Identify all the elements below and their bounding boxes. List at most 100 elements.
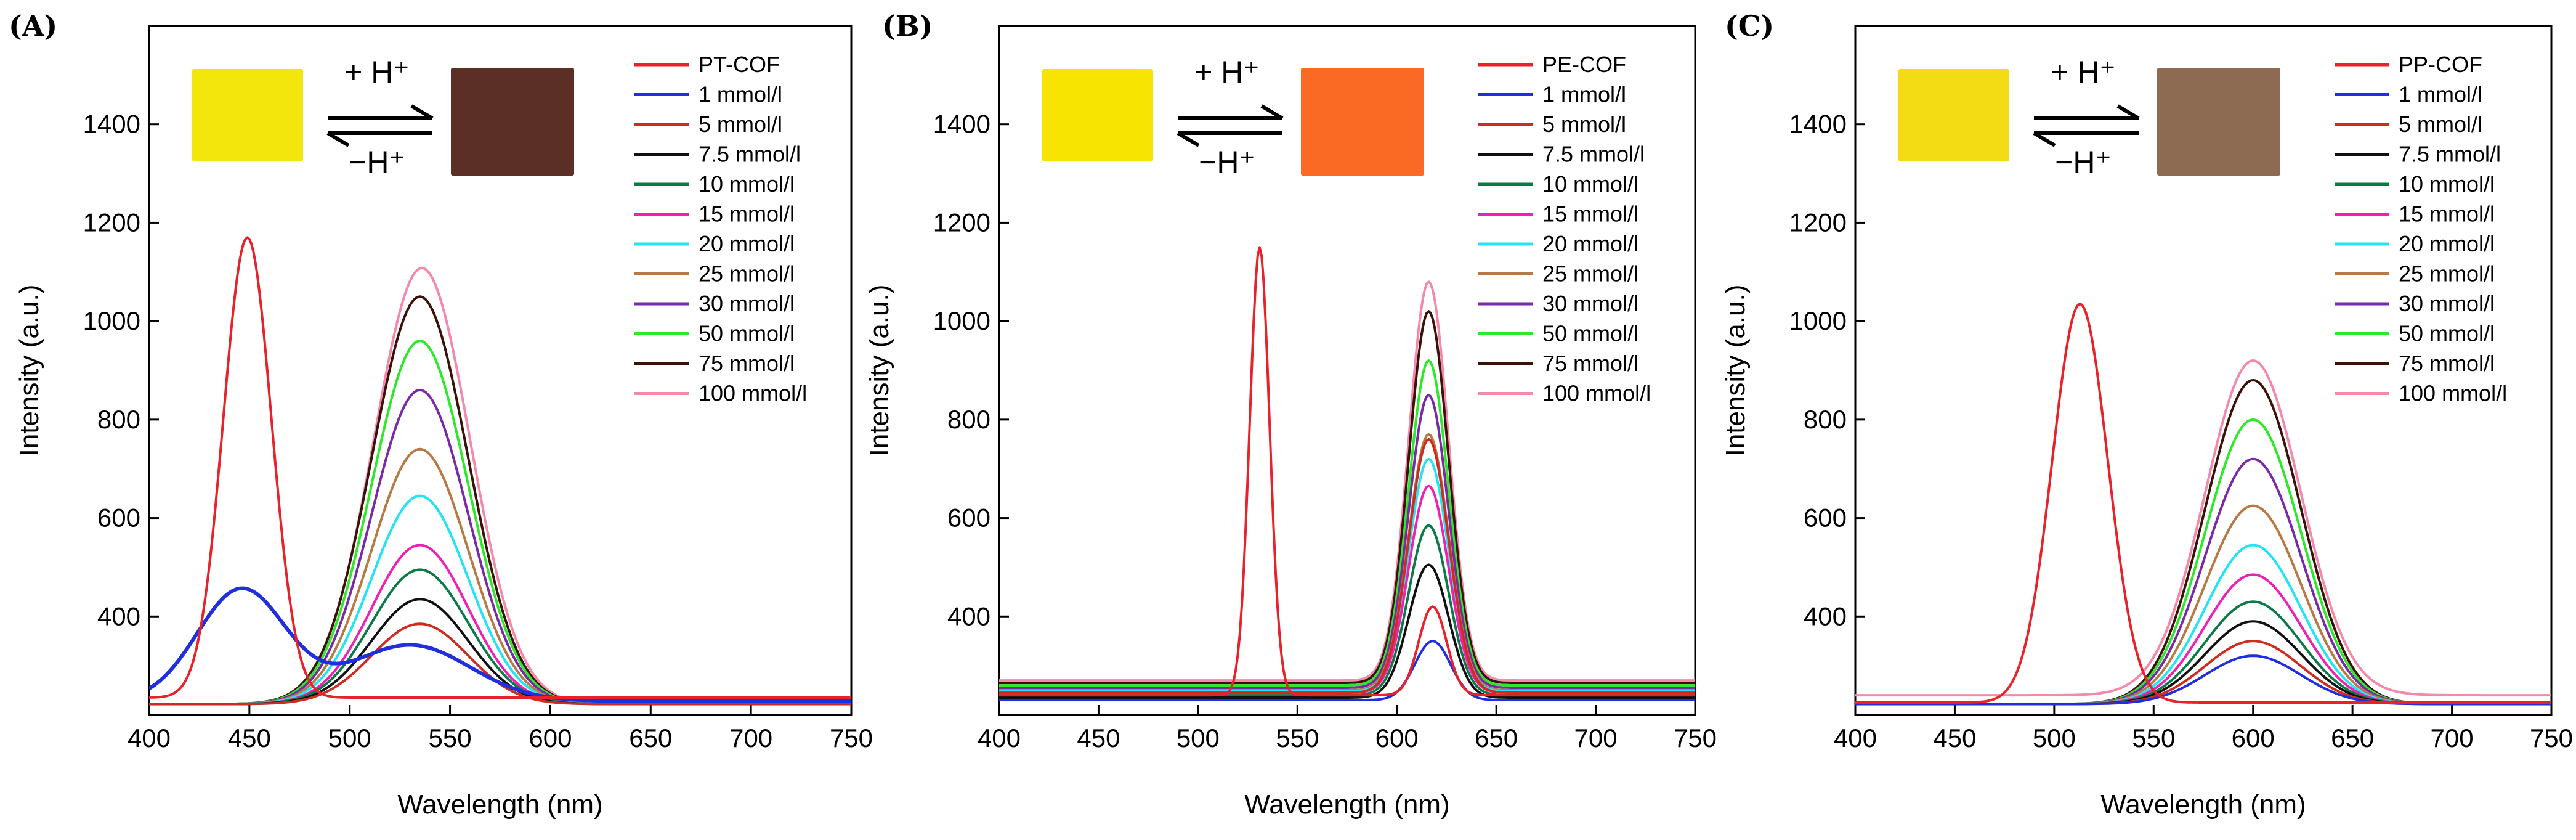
- series-line: [149, 388, 851, 706]
- x-tick-label: 750: [1674, 724, 1717, 752]
- legend-entry: 100 mmol/l: [1542, 381, 1651, 406]
- series-line: [999, 524, 1695, 697]
- x-tick-label: 450: [1077, 724, 1120, 752]
- legend-entry: 20 mmol/l: [1542, 231, 1638, 256]
- legend-entry: 75 mmol/l: [699, 351, 795, 376]
- legend-entry: 25 mmol/l: [1542, 261, 1638, 287]
- x-tick-label: 450: [228, 724, 271, 752]
- y-tick-label: 1200: [933, 208, 990, 237]
- legend-entry: 50 mmol/l: [1542, 321, 1638, 346]
- y-tick-label: 1000: [83, 306, 140, 335]
- color-swatch-after: [1301, 68, 1424, 176]
- x-tick-label: 500: [328, 724, 371, 752]
- series-line: [999, 359, 1695, 687]
- x-tick-label: 550: [2132, 724, 2175, 752]
- series-line: [999, 280, 1695, 682]
- legend-entry: 10 mmol/l: [1542, 171, 1638, 197]
- series-line: [1855, 303, 2551, 704]
- x-tick-label: 700: [2431, 724, 2474, 752]
- series-line: [1855, 359, 2551, 697]
- legend-entry: 20 mmol/l: [2399, 231, 2495, 256]
- series-line: [999, 438, 1695, 695]
- series-line: [149, 586, 851, 703]
- y-tick-label: 1200: [83, 208, 140, 237]
- legend-entry: 30 mmol/l: [699, 291, 795, 316]
- legend-entry: 5 mmol/l: [2399, 112, 2482, 137]
- chart-panel-3: (C) 400 450 500 550 600 650 700 750 400 600 800 1000…: [1720, 9, 2573, 820]
- reverse-arrow: [1177, 131, 1282, 147]
- panel-label: (A): [9, 9, 57, 43]
- color-swatch-before: [192, 69, 303, 161]
- color-swatch-after: [451, 68, 574, 176]
- y-axis-label: Intensity (a.u.): [864, 285, 894, 457]
- series-group: [149, 236, 851, 706]
- legend-entry: 30 mmol/l: [1542, 291, 1638, 316]
- legend-entry: 15 mmol/l: [699, 202, 795, 227]
- x-tick-label: 650: [1475, 724, 1518, 752]
- panel-label: (B): [882, 9, 933, 43]
- y-tick-label: 600: [947, 504, 990, 532]
- y-axis-label: Intensity (a.u.): [1720, 285, 1751, 457]
- legend-entry: 25 mmol/l: [699, 261, 795, 287]
- x-tick-label: 650: [2331, 724, 2374, 752]
- x-tick-label: 700: [729, 724, 772, 752]
- y-tick-label: 400: [1804, 601, 1847, 630]
- legend-entry: PE-COF: [1542, 52, 1626, 77]
- protonation-label: + H⁺: [344, 55, 410, 89]
- x-tick-label: 400: [1834, 724, 1877, 752]
- legend-entry: 100 mmol/l: [2399, 381, 2507, 406]
- series-group: [999, 246, 1695, 701]
- series-line: [999, 393, 1695, 690]
- series-line: [999, 484, 1695, 695]
- deprotonation-label: −H⁺: [349, 145, 405, 179]
- series-line: [999, 246, 1695, 697]
- deprotonation-label: −H⁺: [1199, 145, 1255, 179]
- series-line: [149, 236, 851, 699]
- x-tick-label: 400: [128, 724, 171, 752]
- y-tick-label: 600: [97, 504, 140, 532]
- legend-entry: 50 mmol/l: [2399, 321, 2495, 346]
- legend-entry: PT-COF: [699, 52, 780, 77]
- y-tick-label: 800: [1804, 405, 1847, 434]
- legend-entry: PP-COF: [2399, 52, 2482, 77]
- legend-entry: 50 mmol/l: [699, 321, 795, 346]
- legend-entry: 1 mmol/l: [1542, 82, 1626, 107]
- panel-label: (C): [1725, 9, 1774, 43]
- x-tick-label: 750: [2530, 724, 2573, 752]
- reverse-arrow: [326, 131, 432, 147]
- legend-entry: 100 mmol/l: [699, 381, 807, 406]
- legend-entry: 7.5 mmol/l: [699, 142, 801, 167]
- x-tick-label: 400: [978, 724, 1021, 752]
- plot-frame: [998, 25, 1696, 716]
- x-tick-label: 650: [629, 724, 672, 752]
- series-line: [1855, 544, 2551, 706]
- legend-entry: 20 mmol/l: [699, 231, 795, 256]
- forward-arrow: [2034, 104, 2140, 120]
- series-line: [1855, 620, 2551, 706]
- legend-entry: 7.5 mmol/l: [2399, 142, 2501, 167]
- legend-entry: 10 mmol/l: [2399, 171, 2495, 197]
- series-line: [999, 640, 1695, 701]
- plot-frame: [1854, 25, 2553, 716]
- chart-panel-1: (A) 400 450 500 550 600 650 700 750 400 600 800 1000…: [9, 9, 873, 820]
- y-tick-label: 1400: [933, 110, 990, 139]
- deprotonation-label: −H⁺: [2055, 145, 2112, 179]
- legend-entry: 15 mmol/l: [1542, 202, 1638, 227]
- y-tick-label: 1000: [933, 306, 990, 335]
- chart-panel-2: (B) 400 450 500 550 600 650 700 750 400 600 800 1000…: [864, 9, 1717, 820]
- forward-arrow: [328, 104, 434, 120]
- series-line: [1855, 600, 2551, 706]
- legend-entry: 15 mmol/l: [2399, 202, 2495, 227]
- x-tick-label: 500: [2033, 724, 2076, 752]
- series-line: [999, 457, 1695, 693]
- series-line: [999, 433, 1695, 692]
- legend-entry: 75 mmol/l: [1542, 351, 1638, 376]
- protonation-label: + H⁺: [2051, 55, 2116, 89]
- x-tick-label: 550: [1276, 724, 1319, 752]
- x-axis-label: Wavelength (nm): [397, 789, 602, 820]
- y-tick-label: 800: [97, 405, 140, 434]
- series-line: [999, 310, 1695, 685]
- x-tick-label: 550: [429, 724, 472, 752]
- series-group: [1855, 303, 2551, 706]
